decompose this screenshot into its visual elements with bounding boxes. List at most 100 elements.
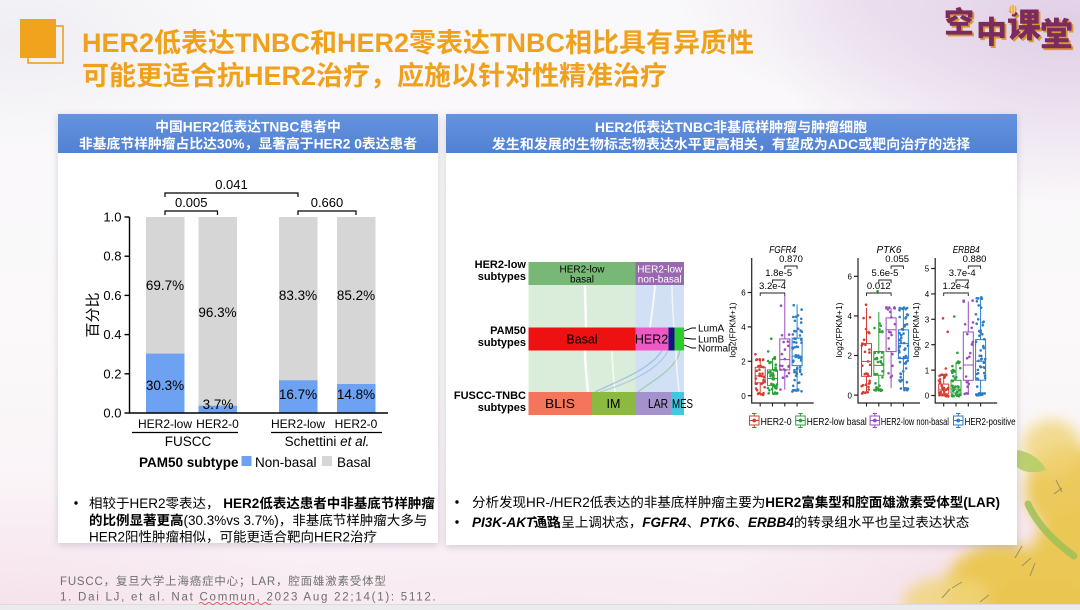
svg-text:HER2: HER2 — [765, 495, 801, 510]
svg-text:FUSCC-TNBC: FUSCC-TNBC — [454, 390, 526, 402]
svg-text:FUSCC: FUSCC — [60, 576, 104, 588]
svg-text:Basal: Basal — [566, 333, 597, 347]
svg-text:basal: basal — [570, 275, 594, 286]
svg-text:0: 0 — [925, 392, 930, 401]
svg-text:Schettini et al.: Schettini et al. — [285, 434, 370, 449]
svg-text:85.2%: 85.2% — [337, 288, 375, 303]
svg-text:subtypes: subtypes — [478, 271, 526, 283]
svg-text:HER2-low: HER2-low — [559, 265, 605, 276]
svg-text:ERBB4: ERBB4 — [748, 515, 794, 530]
svg-text:5: 5 — [925, 265, 930, 274]
svg-text:PI3K-AKT: PI3K-AKT — [472, 515, 536, 530]
svg-text:1. Dai LJ, et al. Nat Commun,: 1. Dai LJ, et al. Nat Commun, 2023 Aug 2… — [60, 592, 437, 604]
svg-text:1.8e-5: 1.8e-5 — [765, 268, 792, 279]
svg-text:0.8: 0.8 — [103, 249, 121, 264]
svg-text:0.2: 0.2 — [103, 366, 121, 381]
svg-text:0.055: 0.055 — [885, 254, 909, 265]
svg-text:69.7%: 69.7% — [146, 278, 184, 293]
svg-text:3.7e-4: 3.7e-4 — [949, 268, 976, 279]
svg-text:HER2: HER2 — [244, 61, 316, 91]
svg-text:0.870: 0.870 — [779, 254, 803, 265]
svg-text:PAM50: PAM50 — [490, 325, 526, 337]
svg-text:HER2-0: HER2-0 — [335, 417, 378, 431]
svg-text:HER2 0: HER2 0 — [314, 137, 363, 152]
svg-text:HER2-low: HER2-low — [271, 417, 325, 431]
svg-text:HER2: HER2 — [337, 28, 409, 58]
svg-text:PAM50 subtype: PAM50 subtype — [139, 455, 239, 470]
svg-text:HER2: HER2 — [635, 333, 668, 347]
svg-text:TNBC: TNBC — [261, 120, 299, 135]
svg-text:1.0: 1.0 — [103, 210, 121, 225]
svg-text:Non-basal: Non-basal — [255, 455, 317, 470]
svg-text:HER2-low: HER2-low — [138, 417, 192, 431]
svg-text:FGFR4: FGFR4 — [769, 244, 796, 256]
svg-text:TNBC: TNBC — [235, 28, 310, 58]
svg-text:30%: 30% — [217, 137, 245, 152]
svg-text:HR-/HER2: HR-/HER2 — [526, 495, 590, 510]
svg-text:HER2: HER2 — [595, 119, 633, 135]
svg-text:Basal: Basal — [337, 455, 371, 470]
svg-text:non-basal: non-basal — [638, 275, 682, 286]
svg-text:BLIS: BLIS — [545, 397, 575, 411]
svg-text:TNBC: TNBC — [490, 28, 565, 58]
svg-text:0.0: 0.0 — [103, 406, 121, 421]
svg-text:0: 0 — [741, 392, 746, 401]
svg-text:4: 4 — [741, 323, 746, 332]
svg-text:3: 3 — [925, 316, 930, 325]
svg-text:3.7%: 3.7% — [203, 397, 234, 412]
svg-text:0: 0 — [848, 391, 853, 400]
svg-text:log2(FPKM+1): log2(FPKM+1) — [728, 302, 738, 357]
svg-text:PTK6: PTK6 — [877, 244, 902, 256]
svg-text:LAR: LAR — [648, 397, 668, 411]
svg-text:1.2e-4: 1.2e-4 — [943, 281, 970, 292]
svg-text:HER2-low: HER2-low — [475, 259, 527, 271]
svg-text:3.2e-4: 3.2e-4 — [759, 281, 786, 292]
svg-text:Normal: Normal — [698, 344, 730, 355]
svg-text:2: 2 — [741, 358, 746, 367]
svg-text:6: 6 — [741, 289, 746, 298]
svg-text:HER2-low: HER2-low — [637, 265, 683, 276]
svg-text:ADC: ADC — [828, 136, 858, 152]
svg-text:0.4: 0.4 — [103, 327, 121, 342]
svg-text:TNBC: TNBC — [674, 119, 713, 135]
svg-text:LumB: LumB — [698, 335, 724, 346]
svg-text:HER2: HER2 — [314, 530, 350, 545]
svg-text:log2(FPKM+1): log2(FPKM+1) — [911, 302, 921, 357]
svg-text:14.8%: 14.8% — [337, 387, 375, 402]
svg-text:0.041: 0.041 — [215, 177, 248, 192]
svg-text:0.880: 0.880 — [963, 254, 987, 265]
svg-text:0.6: 0.6 — [103, 288, 121, 303]
svg-text:4: 4 — [925, 290, 930, 299]
svg-text:PTK6: PTK6 — [700, 515, 735, 530]
svg-text:6: 6 — [848, 273, 853, 282]
svg-text:1: 1 — [925, 366, 930, 375]
svg-text:HER2-positive: HER2-positive — [965, 417, 1016, 428]
svg-text:HER2: HER2 — [183, 120, 220, 135]
svg-text:MES: MES — [672, 397, 693, 411]
svg-text:2: 2 — [925, 341, 930, 350]
svg-text:LAR: LAR — [251, 576, 276, 588]
svg-text:(30.3%vs 3.7%): (30.3%vs 3.7%) — [184, 513, 279, 528]
svg-text:HER2-low basal: HER2-low basal — [807, 417, 867, 428]
svg-text:4: 4 — [848, 312, 853, 321]
svg-text:HER2-low non-basal: HER2-low non-basal — [881, 417, 949, 428]
svg-text:IM: IM — [607, 397, 621, 411]
svg-text:96.3%: 96.3% — [198, 305, 236, 320]
svg-text:FGFR4: FGFR4 — [642, 515, 687, 530]
svg-text:ERBB4: ERBB4 — [953, 244, 980, 256]
svg-text:(LAR): (LAR) — [963, 495, 1000, 510]
svg-text:FUSCC: FUSCC — [165, 434, 212, 449]
svg-text:subtypes: subtypes — [478, 402, 526, 414]
svg-text:16.7%: 16.7% — [279, 387, 317, 402]
svg-text:2: 2 — [848, 352, 853, 361]
svg-text:5.6e-5: 5.6e-5 — [872, 268, 899, 279]
svg-text:LumA: LumA — [698, 324, 724, 335]
svg-text:subtypes: subtypes — [478, 337, 526, 349]
svg-text:HER2-0: HER2-0 — [196, 417, 239, 431]
svg-text:HER2: HER2 — [223, 496, 259, 511]
svg-text:log2(FPKM+1): log2(FPKM+1) — [834, 302, 844, 357]
svg-text:HER2: HER2 — [89, 530, 125, 545]
svg-text:0.660: 0.660 — [311, 195, 344, 210]
svg-text:83.3%: 83.3% — [279, 288, 317, 303]
svg-text:0.012: 0.012 — [867, 281, 891, 292]
